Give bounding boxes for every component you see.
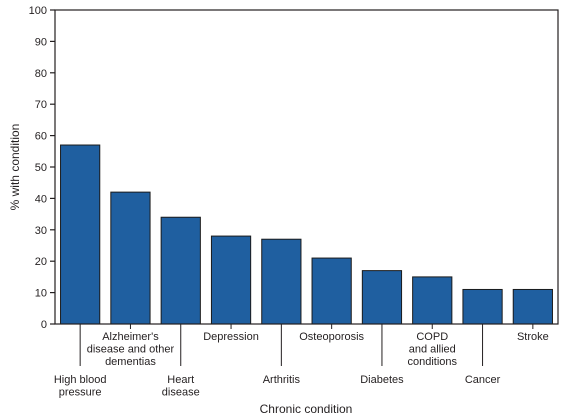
y-tick-label: 60 [35,131,47,143]
category-label: Depression [203,331,259,343]
category-label: Arthritis [263,374,301,386]
y-tick-label: 70 [35,99,47,111]
y-tick-label: 50 [35,162,47,174]
category-label: Alzheimer's disease and other dementias [87,331,175,368]
y-tick-label: 30 [35,225,47,237]
y-tick-label: 90 [35,36,47,48]
y-tick-label: 80 [35,68,47,80]
bar [462,288,503,325]
y-tick-label: 10 [35,288,47,300]
bar [512,288,553,325]
category-labels: High blood pressure Alzheimer's disease and… [54,331,549,399]
category-label: Heart disease [162,374,200,399]
bar [160,216,201,325]
category-label: Cancer [465,374,501,386]
bar [210,235,252,325]
bar [261,238,302,325]
category-label: Stroke [517,331,549,343]
category-label: Diabetes [360,374,404,386]
category-label: High blood pressure [54,374,107,399]
bar [412,276,453,325]
bar [110,191,151,325]
bar [361,270,403,325]
y-axis-ticks: 0 10 20 30 40 50 60 70 80 90 100 [29,5,55,331]
bars [60,144,553,325]
bar [311,257,352,325]
y-tick-label: 40 [35,193,47,205]
bar [60,144,101,325]
y-axis-title: % with condition [8,124,22,211]
y-tick-label: 100 [29,5,47,17]
category-label: COPD and allied conditions [407,331,457,368]
y-tick-label: 0 [41,319,47,331]
plot-frame [54,9,559,325]
x-axis-title: Chronic condition [260,402,353,416]
category-leader-lines [79,324,534,366]
y-tick-label: 20 [35,256,47,268]
category-label: Osteoporosis [299,331,364,343]
